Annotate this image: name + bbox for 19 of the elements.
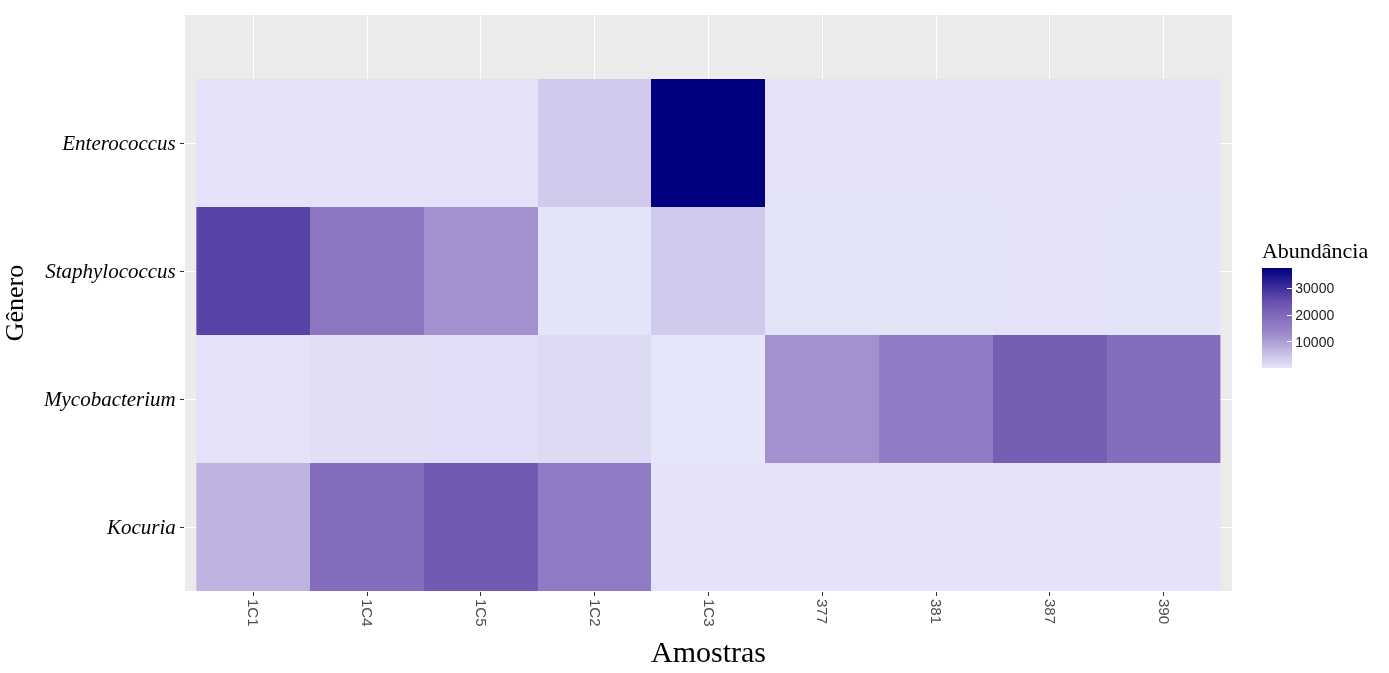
y-tick-label: Kocuria [105, 515, 176, 540]
y-axis-title: Gênero [0, 264, 29, 342]
color-bar-title: Abundância [1261, 237, 1369, 263]
x-axis-title: Amostras [651, 635, 766, 669]
y-tick-label: Mycobacterium [43, 387, 176, 412]
x-tick-label: 377 [814, 599, 832, 625]
x-tick-label: 1C5 [473, 599, 491, 627]
x-tick-label: 1C1 [245, 599, 263, 627]
y-tick-label: Staphylococcus [45, 259, 176, 284]
color-bar-label: 30000 [1295, 280, 1335, 297]
x-tick-label: 1C3 [700, 599, 718, 627]
color-bar-label: 10000 [1295, 333, 1335, 350]
color-bar-label: 20000 [1295, 306, 1335, 323]
x-tick-label: 387 [1042, 599, 1060, 625]
x-tick-label: 390 [1155, 599, 1173, 625]
y-tick-label: Enterococcus [61, 131, 176, 156]
x-tick-label: 381 [928, 599, 946, 625]
x-tick-label: 1C2 [586, 599, 604, 627]
x-tick-label: 1C4 [359, 599, 377, 627]
